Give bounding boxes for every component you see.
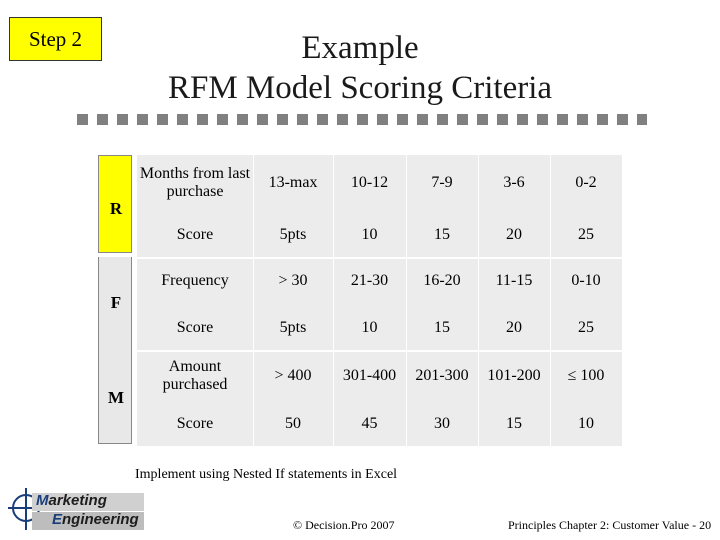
group-letter-r: R <box>109 199 123 218</box>
group-divider <box>137 350 622 352</box>
table-cell: > 400 <box>274 367 312 384</box>
row-label: Amount purchased <box>162 358 228 393</box>
row-label: Score <box>176 318 214 336</box>
implementation-note: Implement using Nested If statements in … <box>135 467 398 482</box>
column-divider <box>253 155 254 446</box>
column-divider <box>333 155 334 446</box>
step-badge: Step 2 <box>9 17 102 61</box>
row-label: Score <box>176 414 214 432</box>
table-cell: > 30 <box>278 272 308 289</box>
table-cell: 101-200 <box>487 367 541 384</box>
group-bracket-m: M <box>98 350 132 444</box>
step-label: Step 2 <box>28 27 83 51</box>
group-bracket-f: F <box>98 257 132 350</box>
table-cell: 0-10 <box>571 272 601 289</box>
table-cell: 25 <box>578 225 594 243</box>
title-divider <box>77 114 647 125</box>
logo-word-engineering: ngineering <box>62 511 139 528</box>
table-cell: 21-30 <box>350 272 389 289</box>
group-letter-m: M <box>107 388 125 407</box>
slide-title-line1: Example <box>301 30 419 66</box>
row-label: Frequency <box>161 272 229 289</box>
table-cell: 10 <box>361 225 378 243</box>
table-cell: 45 <box>361 414 378 432</box>
table-cell: 201-300 <box>415 367 469 384</box>
table-cell: 13-max <box>268 174 318 191</box>
table-cell: ≤ 100 <box>567 367 605 384</box>
table-cell: 25 <box>578 318 594 336</box>
group-divider <box>137 257 622 259</box>
table-cell: 10 <box>361 318 378 336</box>
logo-initial-m: M <box>36 492 49 509</box>
marketing-engineering-logo: Marketing Engineering <box>8 484 148 534</box>
table-cell: 5pts <box>279 318 307 336</box>
copyright: © Decision.Pro 2007 <box>293 518 395 532</box>
table-cell: 15 <box>434 318 450 336</box>
table-cell: 15 <box>434 225 450 243</box>
slide-title-line2: RFM Model Scoring Criteria <box>167 70 553 106</box>
table-cell: 0-2 <box>575 174 597 191</box>
table-cell: 16-20 <box>423 272 461 289</box>
table-cell: 15 <box>506 414 522 432</box>
table-cell: 50 <box>285 414 301 432</box>
table-cell: 30 <box>434 414 450 432</box>
logo-word-marketing: arketing <box>48 492 107 509</box>
column-divider <box>550 155 551 446</box>
column-divider <box>406 155 407 446</box>
table-cell: 10-12 <box>350 174 389 191</box>
slide-footer: Principles Chapter 2: Customer Value - 2… <box>508 518 712 532</box>
table-cell: 301-400 <box>342 367 397 384</box>
row-label: Score <box>176 225 214 243</box>
table-cell: 3-6 <box>503 174 525 191</box>
table-cell: 7-9 <box>431 174 453 191</box>
logo-initial-e: E <box>52 511 63 528</box>
group-letter-f: F <box>110 293 122 312</box>
row-label: Months from last purchase <box>139 165 251 200</box>
group-bracket-r: R <box>98 155 132 253</box>
table-cell: 10 <box>578 414 594 432</box>
table-cell: 5pts <box>279 225 307 243</box>
scoring-table: Months from last purchase 13-max 10-12 7-9 3… <box>137 155 622 446</box>
table-cell: 20 <box>506 225 522 243</box>
table-cell: 11-15 <box>495 272 533 289</box>
column-divider <box>478 155 479 446</box>
table-cell: 20 <box>506 318 522 336</box>
